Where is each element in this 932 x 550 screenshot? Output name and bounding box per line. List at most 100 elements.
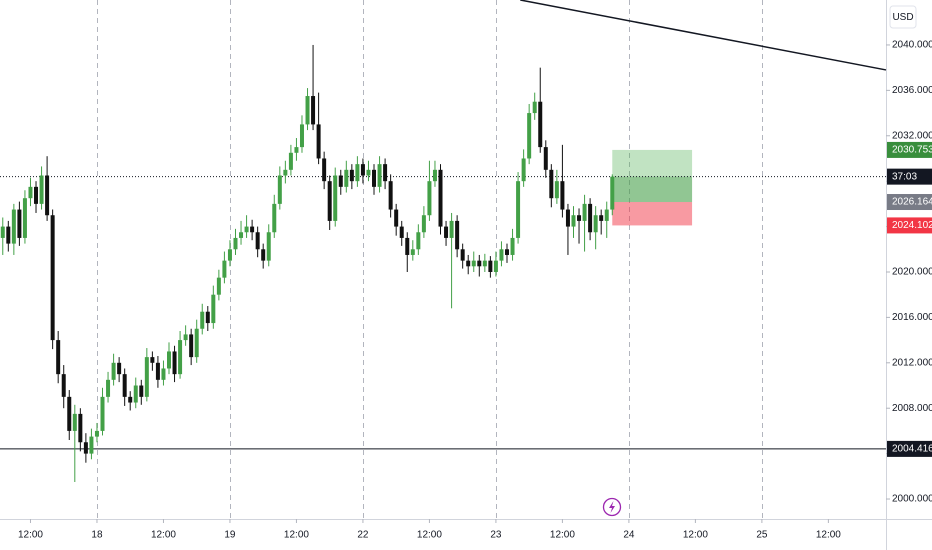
- alert-icon[interactable]: [602, 497, 622, 517]
- candle-body: [532, 101, 537, 114]
- entry-label-box: [887, 194, 932, 211]
- candle-body: [388, 181, 393, 210]
- horizontal-line-label: 2004.416: [892, 444, 932, 455]
- candle-body: [527, 113, 532, 159]
- candle-body: [510, 237, 515, 255]
- candle-body: [355, 164, 360, 182]
- candle-body: [449, 220, 454, 238]
- candle-body: [144, 357, 149, 397]
- candle-body: [421, 215, 426, 233]
- candle-body: [482, 260, 487, 267]
- entry-label: 2026.164: [892, 197, 932, 208]
- candle-body: [72, 413, 77, 431]
- candle-body: [338, 175, 343, 187]
- x-tick-label: 19: [224, 530, 236, 541]
- candle-body: [311, 96, 316, 125]
- candle-body: [394, 209, 399, 227]
- candle-body: [222, 260, 227, 278]
- candle-body: [493, 260, 498, 272]
- candle-body: [322, 158, 327, 182]
- candle-body: [560, 181, 565, 210]
- candle-body: [128, 396, 133, 403]
- candle-body: [399, 226, 404, 238]
- y-tick-label: 2020.000: [892, 267, 932, 278]
- candle-body: [593, 215, 598, 233]
- candle-body: [610, 176, 615, 210]
- candle-body: [89, 436, 94, 454]
- candle-body: [283, 169, 288, 176]
- x-tick-label: 12:00: [550, 530, 575, 541]
- candle-body: [50, 215, 55, 341]
- candle-body: [172, 351, 177, 375]
- currency-box[interactable]: [889, 5, 917, 29]
- candle-body: [588, 203, 593, 233]
- candle-body: [360, 164, 365, 176]
- candle-body: [150, 357, 155, 363]
- candle-body: [239, 232, 244, 238]
- candle-body: [477, 260, 482, 267]
- candle-body: [78, 413, 83, 443]
- candle-body: [94, 430, 99, 437]
- loss-zone: [612, 202, 693, 226]
- candle-body: [233, 237, 238, 250]
- candle-body: [366, 169, 371, 176]
- x-tick-label: 12:00: [816, 530, 841, 541]
- candle-body: [11, 209, 16, 244]
- candle-body: [0, 226, 5, 238]
- candle-body: [543, 147, 548, 170]
- candle-body: [6, 226, 11, 244]
- candle-body: [466, 260, 471, 267]
- candle-body: [316, 124, 321, 159]
- candle-body: [471, 260, 476, 267]
- stop-label-box: [887, 217, 932, 234]
- open-profit-zone: [612, 176, 693, 203]
- candle-body: [299, 124, 304, 148]
- candle-body: [194, 328, 199, 358]
- candle-body: [599, 215, 604, 221]
- candle-body: [277, 175, 282, 204]
- candle-body: [67, 396, 72, 431]
- y-tick-label: 2016.000: [892, 312, 932, 323]
- x-tick-label: 25: [756, 530, 768, 541]
- candle-body: [200, 311, 205, 329]
- candle-body: [216, 277, 221, 295]
- candle-body: [372, 169, 377, 187]
- candle-body: [244, 226, 249, 233]
- candle-body: [211, 294, 216, 324]
- x-tick-label: 12:00: [151, 530, 176, 541]
- candle-body: [499, 249, 504, 261]
- x-tick-label: 12:00: [683, 530, 708, 541]
- candle-body: [571, 215, 576, 227]
- candle-body: [22, 198, 27, 238]
- y-tick-label: 2012.000: [892, 357, 932, 368]
- candle-body: [183, 334, 188, 341]
- candle-body: [416, 232, 421, 250]
- candle-body: [155, 362, 160, 380]
- candle-body: [521, 158, 526, 182]
- candle-body: [333, 175, 338, 221]
- candle-body: [250, 226, 255, 233]
- profit-zone: [612, 149, 693, 203]
- candle-body: [227, 249, 232, 261]
- y-tick-label: 2032.000: [892, 130, 932, 141]
- candle-body: [455, 220, 460, 250]
- candle-body: [122, 374, 127, 397]
- candle-body: [604, 209, 609, 221]
- candle-body: [327, 181, 332, 221]
- take-profit-label-box: [887, 141, 932, 158]
- candle-body: [45, 175, 50, 216]
- y-tick-label: 2008.000: [892, 403, 932, 414]
- candle-body: [438, 169, 443, 227]
- candle-body: [117, 362, 122, 375]
- alert-bolt: [609, 501, 615, 513]
- candle-body: [189, 334, 194, 358]
- candle-body: [106, 379, 111, 397]
- candle-body: [166, 351, 171, 369]
- candle-body: [488, 260, 493, 272]
- candle-body: [305, 96, 310, 125]
- countdown-label: 37:03: [892, 171, 917, 182]
- countdown-label-box: [887, 168, 932, 185]
- candle-body: [410, 249, 415, 255]
